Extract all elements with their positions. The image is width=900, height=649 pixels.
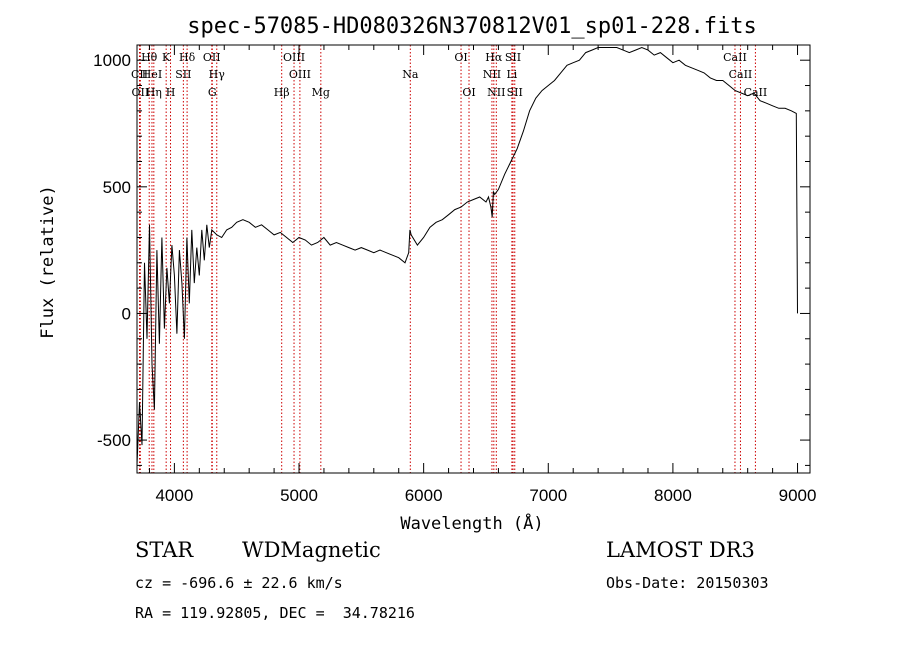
survey-name: LAMOST DR3 — [606, 538, 755, 562]
spectral-line-label: SII — [175, 68, 191, 81]
spectral-line-label: NII — [487, 86, 505, 99]
spectral-line-label: CaII — [729, 68, 753, 81]
y-tick-label: 1000 — [93, 51, 131, 70]
x-tick-label: 8000 — [654, 486, 692, 505]
spectral-line-label: CaII — [723, 51, 747, 64]
spectral-line-label: H — [166, 86, 176, 99]
spectral-line-label: OII — [132, 86, 150, 99]
spectral-line-label: HeI — [142, 68, 162, 81]
spectral-line-label: CaII — [744, 86, 768, 99]
spectral-line-label: Li — [506, 68, 517, 81]
x-tick-label: 6000 — [405, 486, 443, 505]
spectral-line-label: OIII — [289, 68, 311, 81]
spectral-line-label: Hβ — [274, 86, 290, 99]
spectral-line-label: Mg — [312, 86, 330, 99]
y-tick-label: -500 — [97, 431, 131, 450]
y-axis-label: Flux (relative) — [38, 185, 58, 339]
spectral-line-label: Hθ — [141, 51, 158, 64]
spectral-line-label: OI — [454, 51, 467, 64]
spectral-line-label: SII — [505, 51, 521, 64]
spectral-line-label: SII — [507, 86, 523, 99]
coordinates: RA = 119.92805, DEC = 34.78216 — [135, 604, 415, 622]
object-class: STAR — [135, 538, 194, 562]
spectral-line-label: OI — [462, 86, 475, 99]
spectral-line-label: CII — [131, 68, 148, 81]
spectral-line-label: OII — [203, 51, 221, 64]
x-tick-label: 4000 — [155, 486, 193, 505]
spectral-line-label: Na — [402, 68, 419, 81]
axis-ticks — [137, 45, 810, 473]
spectral-line-label: NII — [483, 68, 501, 81]
plot-frame — [136, 44, 811, 474]
spectral-line-markers — [138, 45, 756, 473]
spectral-line-label: K — [162, 51, 171, 64]
spectral-line-label: Hα — [485, 51, 503, 64]
y-tick-label: 0 — [122, 304, 131, 323]
x-tick-label: 9000 — [779, 486, 817, 505]
redshift-cz: cz = -696.6 ± 22.6 km/s — [135, 574, 343, 592]
spectral-line-label: Hγ — [209, 68, 226, 81]
x-tick-label: 5000 — [280, 486, 318, 505]
spectral-line-label: Hδ — [179, 51, 196, 64]
x-axis-label: Wavelength (Å) — [400, 512, 543, 534]
observation-date: Obs-Date: 20150303 — [606, 574, 769, 592]
axis-tick-labels: 4000 5000 6000 7000 8000 9000 -500 0 500 1000 — [93, 51, 816, 505]
spectral-line-label: Hη — [146, 86, 162, 99]
spectrum-line — [136, 46, 798, 466]
spectral-line-label: G — [208, 86, 217, 99]
object-subclass: WDMagnetic — [242, 538, 381, 562]
spectral-line-label: OIII — [283, 51, 305, 64]
chart-title: spec-57085-HD080326N370812V01_sp01-228.f… — [187, 14, 757, 39]
x-tick-label: 7000 — [529, 486, 567, 505]
y-tick-label: 500 — [103, 178, 131, 197]
